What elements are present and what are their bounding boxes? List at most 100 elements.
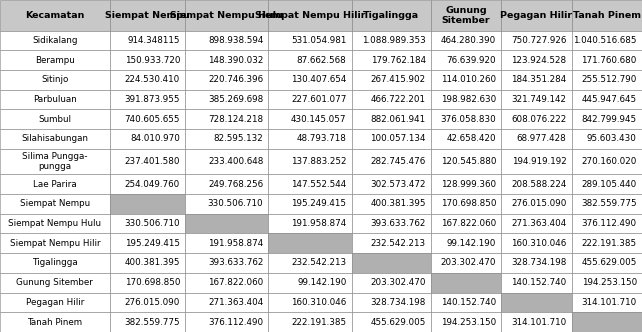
Bar bbox=[352, 31, 431, 50]
Bar bbox=[110, 292, 186, 312]
Bar bbox=[186, 50, 268, 70]
Text: 140.152.740: 140.152.740 bbox=[511, 278, 566, 287]
Text: 222.191.385: 222.191.385 bbox=[291, 318, 347, 327]
Text: Gunung
Sitember: Gunung Sitember bbox=[442, 6, 490, 25]
Bar bbox=[431, 90, 501, 110]
Bar bbox=[110, 129, 186, 149]
Text: Sumbul: Sumbul bbox=[39, 115, 71, 124]
Bar bbox=[571, 90, 642, 110]
Text: 42.658.420: 42.658.420 bbox=[447, 134, 496, 143]
Text: 898.938.594: 898.938.594 bbox=[208, 36, 263, 45]
Text: 100.057.134: 100.057.134 bbox=[370, 134, 426, 143]
Bar bbox=[352, 129, 431, 149]
Text: 455.629.005: 455.629.005 bbox=[370, 318, 426, 327]
Text: 194.253.150: 194.253.150 bbox=[441, 318, 496, 327]
Text: 328.734.198: 328.734.198 bbox=[370, 298, 426, 307]
Bar bbox=[501, 253, 571, 273]
Text: Siempat Nempu: Siempat Nempu bbox=[105, 11, 190, 20]
Text: Siempat Nempu: Siempat Nempu bbox=[20, 199, 90, 208]
Text: 282.745.476: 282.745.476 bbox=[370, 157, 426, 166]
Bar bbox=[110, 194, 186, 214]
Bar bbox=[501, 70, 571, 90]
Bar bbox=[268, 110, 352, 129]
Bar bbox=[571, 70, 642, 90]
Text: 184.351.284: 184.351.284 bbox=[511, 75, 566, 84]
Text: 400.381.395: 400.381.395 bbox=[125, 259, 180, 268]
Text: Siempat Nempu Hulu: Siempat Nempu Hulu bbox=[171, 11, 283, 20]
Text: 160.310.046: 160.310.046 bbox=[511, 239, 566, 248]
Text: 249.768.256: 249.768.256 bbox=[208, 180, 263, 189]
Text: 84.010.970: 84.010.970 bbox=[130, 134, 180, 143]
Bar bbox=[501, 0, 571, 31]
Bar bbox=[431, 110, 501, 129]
Bar bbox=[352, 174, 431, 194]
Text: Silahisabungan: Silahisabungan bbox=[21, 134, 89, 143]
Bar bbox=[186, 70, 268, 90]
Bar bbox=[0, 253, 110, 273]
Text: Siempat Nempu Hilir: Siempat Nempu Hilir bbox=[255, 11, 365, 20]
Bar bbox=[501, 90, 571, 110]
Text: 128.999.360: 128.999.360 bbox=[441, 180, 496, 189]
Text: 120.545.880: 120.545.880 bbox=[440, 157, 496, 166]
Bar bbox=[431, 214, 501, 233]
Text: 455.629.005: 455.629.005 bbox=[582, 259, 637, 268]
Bar bbox=[352, 110, 431, 129]
Text: 385.269.698: 385.269.698 bbox=[208, 95, 263, 104]
Bar bbox=[431, 0, 501, 31]
Bar bbox=[0, 273, 110, 292]
Bar bbox=[571, 194, 642, 214]
Text: 321.749.142: 321.749.142 bbox=[512, 95, 566, 104]
Bar bbox=[501, 233, 571, 253]
Bar bbox=[501, 292, 571, 312]
Text: 99.142.190: 99.142.190 bbox=[447, 239, 496, 248]
Text: 430.145.057: 430.145.057 bbox=[291, 115, 347, 124]
Bar bbox=[571, 273, 642, 292]
Text: 728.124.218: 728.124.218 bbox=[208, 115, 263, 124]
Text: 137.883.252: 137.883.252 bbox=[291, 157, 347, 166]
Bar bbox=[352, 273, 431, 292]
Bar bbox=[186, 31, 268, 50]
Text: 842.799.945: 842.799.945 bbox=[582, 115, 637, 124]
Text: 170.698.850: 170.698.850 bbox=[125, 278, 180, 287]
Bar bbox=[0, 0, 110, 31]
Bar bbox=[571, 233, 642, 253]
Bar bbox=[431, 312, 501, 332]
Text: Gunung Sitember: Gunung Sitember bbox=[17, 278, 93, 287]
Text: 608.076.222: 608.076.222 bbox=[511, 115, 566, 124]
Text: 393.633.762: 393.633.762 bbox=[208, 259, 263, 268]
Bar bbox=[268, 50, 352, 70]
Bar bbox=[268, 273, 352, 292]
Text: 150.933.720: 150.933.720 bbox=[125, 56, 180, 65]
Bar bbox=[501, 273, 571, 292]
Text: 160.310.046: 160.310.046 bbox=[291, 298, 347, 307]
Text: Tanah Pinem: Tanah Pinem bbox=[573, 11, 641, 20]
Text: 170.698.850: 170.698.850 bbox=[440, 199, 496, 208]
Bar bbox=[0, 70, 110, 90]
Text: 220.746.396: 220.746.396 bbox=[208, 75, 263, 84]
Text: 76.639.920: 76.639.920 bbox=[447, 56, 496, 65]
Text: 237.401.580: 237.401.580 bbox=[125, 157, 180, 166]
Bar bbox=[110, 273, 186, 292]
Bar bbox=[352, 233, 431, 253]
Text: 400.381.395: 400.381.395 bbox=[370, 199, 426, 208]
Bar bbox=[571, 292, 642, 312]
Bar bbox=[0, 31, 110, 50]
Bar bbox=[431, 233, 501, 253]
Bar bbox=[110, 214, 186, 233]
Bar bbox=[0, 312, 110, 332]
Bar bbox=[110, 253, 186, 273]
Text: 68.977.428: 68.977.428 bbox=[517, 134, 566, 143]
Bar bbox=[501, 214, 571, 233]
Text: Lae Parira: Lae Parira bbox=[33, 180, 76, 189]
Bar bbox=[501, 129, 571, 149]
Text: 147.552.544: 147.552.544 bbox=[291, 180, 347, 189]
Text: 382.559.775: 382.559.775 bbox=[581, 199, 637, 208]
Bar bbox=[352, 90, 431, 110]
Text: 167.822.060: 167.822.060 bbox=[441, 219, 496, 228]
Bar bbox=[0, 194, 110, 214]
Bar bbox=[352, 0, 431, 31]
Text: 271.363.404: 271.363.404 bbox=[208, 298, 263, 307]
Bar bbox=[431, 273, 501, 292]
Bar bbox=[0, 174, 110, 194]
Bar bbox=[186, 129, 268, 149]
